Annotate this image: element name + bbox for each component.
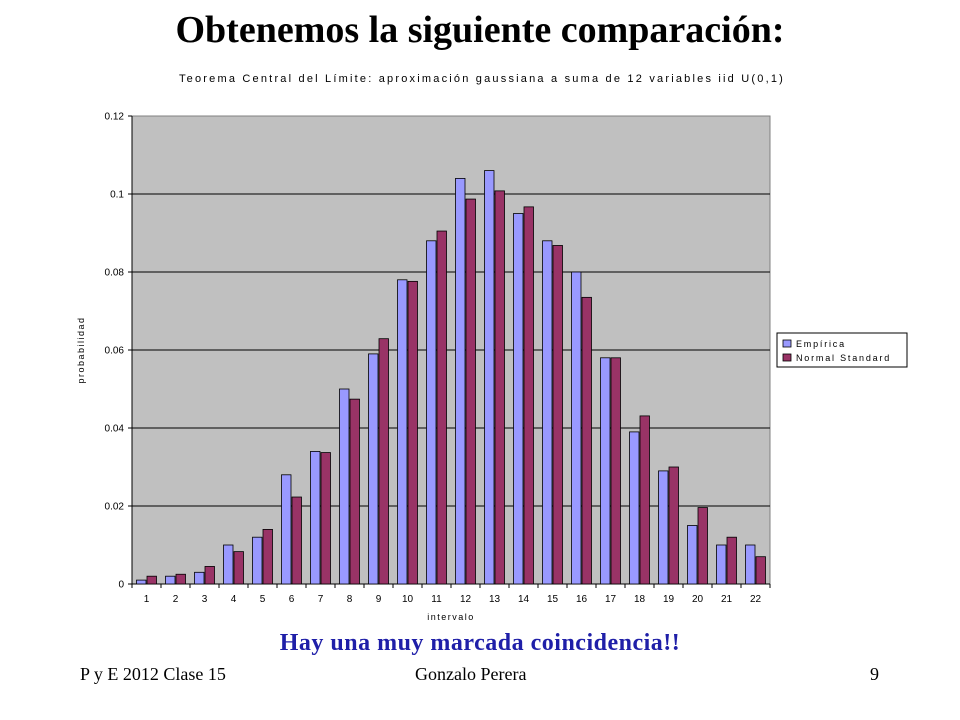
bar-normal-standard — [436, 230, 447, 585]
x-tick-label: 17 — [605, 594, 617, 605]
x-tick-label: 2 — [173, 594, 179, 605]
bar-empirica — [542, 240, 553, 585]
bar-normal-standard — [320, 452, 331, 585]
bar-normal-standard — [639, 415, 650, 585]
bar-normal-standard — [697, 507, 708, 585]
slide-caption: Hay una muy marcada coincidencia!! — [279, 630, 681, 656]
slide-title: Obtenemos la siguiente comparación: — [175, 9, 785, 51]
bar-empirica — [455, 177, 466, 585]
x-tick-label: 12 — [460, 594, 472, 605]
bar-normal-standard — [465, 198, 476, 585]
x-tick-label: 19 — [663, 594, 675, 605]
bar-empirica — [571, 271, 582, 585]
legend-label-empirica: Empírica — [796, 339, 846, 349]
bar-normal-standard — [755, 556, 766, 585]
legend-swatch-empirica — [782, 339, 792, 348]
legend-label-normal-standard: Normal Standard — [796, 353, 891, 363]
y-tick-label: 0.02 — [105, 502, 125, 513]
bar-empirica — [194, 571, 205, 585]
bar-empirica — [252, 536, 263, 585]
x-tick-label: 10 — [402, 594, 414, 605]
bar-normal-standard — [610, 357, 621, 585]
bar-empirica — [629, 431, 640, 585]
bar-empirica — [136, 579, 147, 585]
bar-normal-standard — [378, 338, 389, 585]
bar-empirica — [310, 450, 321, 585]
bar-empirica — [281, 474, 292, 585]
bar-normal-standard — [726, 536, 737, 585]
bar-normal-standard — [262, 529, 273, 585]
x-tick-label: 8 — [347, 594, 353, 605]
bar-empirica — [745, 544, 756, 585]
footer-author: Gonzalo Perera — [415, 664, 527, 684]
bar-normal-standard — [204, 566, 215, 585]
x-tick-label: 11 — [431, 594, 442, 605]
bar-empirica — [339, 388, 350, 585]
bar-empirica — [658, 470, 669, 585]
x-tick-label: 22 — [750, 594, 762, 605]
x-tick-label: 21 — [721, 594, 733, 605]
bar-empirica — [165, 575, 176, 585]
x-tick-label: 14 — [518, 594, 530, 605]
y-tick-label: 0.12 — [105, 112, 125, 123]
x-tick-label: 1 — [144, 594, 150, 605]
y-tick-label: 0.04 — [105, 424, 125, 435]
legend-box — [776, 332, 908, 368]
x-tick-label: 5 — [260, 594, 266, 605]
x-tick-label: 4 — [231, 594, 237, 605]
bar-normal-standard — [175, 573, 186, 585]
bar-empirica — [426, 240, 437, 585]
y-tick-label: 0.06 — [105, 346, 125, 357]
bar-normal-standard — [146, 575, 157, 585]
x-tick-label: 13 — [489, 594, 501, 605]
bar-normal-standard — [581, 296, 592, 585]
x-tick-label: 15 — [547, 594, 559, 605]
bar-normal-standard — [291, 496, 302, 585]
bar-normal-standard — [233, 551, 244, 585]
x-tick-label: 9 — [376, 594, 382, 605]
x-tick-label: 3 — [202, 594, 208, 605]
bar-empirica — [716, 544, 727, 585]
x-tick-label: 6 — [289, 594, 295, 605]
bar-normal-standard — [668, 466, 679, 585]
bar-empirica — [223, 544, 234, 585]
page-number: 9 — [870, 664, 879, 684]
y-tick-label: 0.1 — [110, 190, 124, 201]
bar-empirica — [368, 353, 379, 585]
y-tick-label: 0 — [118, 580, 124, 591]
y-axis-label: probabilidad — [76, 316, 86, 383]
bar-empirica — [687, 525, 698, 585]
bar-normal-standard — [523, 206, 534, 585]
footer-course: P y E 2012 Clase 15 — [80, 664, 226, 684]
x-tick-label: 20 — [692, 594, 704, 605]
bar-empirica — [484, 170, 495, 585]
y-tick-label: 0.08 — [105, 268, 125, 279]
bar-empirica — [397, 279, 408, 585]
bar-empirica — [600, 357, 611, 585]
bar-normal-standard — [552, 245, 563, 585]
bar-normal-standard — [407, 280, 418, 585]
bar-normal-standard — [494, 190, 505, 585]
bar-normal-standard — [349, 398, 360, 585]
x-tick-label: 18 — [634, 594, 646, 605]
x-tick-label: 7 — [318, 594, 324, 605]
legend-swatch-normal-standard — [782, 353, 792, 362]
chart-title: Teorema Central del Límite: aproximación… — [179, 73, 785, 85]
x-tick-label: 16 — [576, 594, 588, 605]
x-axis-label: intervalo — [427, 612, 475, 622]
bar-empirica — [513, 213, 524, 585]
